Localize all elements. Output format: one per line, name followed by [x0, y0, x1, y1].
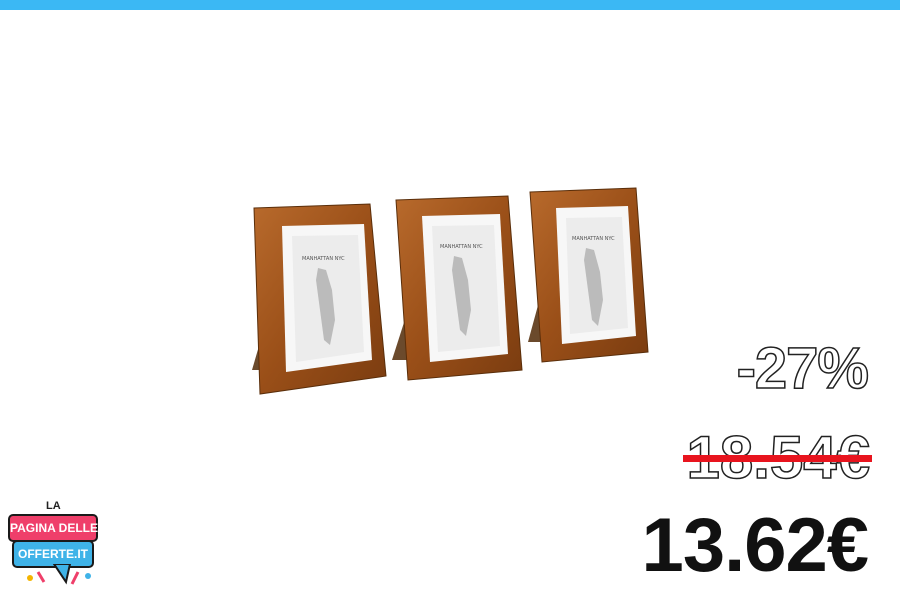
frame-3: MANHATTAN NYC — [528, 187, 649, 363]
frame-3-caption: MANHATTAN NYC — [572, 236, 615, 242]
frame-1-caption: MANHATTAN NYC — [302, 256, 345, 262]
frame-2: MANHATTAN NYC — [392, 195, 523, 381]
top-accent-bar — [0, 0, 900, 10]
strikethrough-line — [683, 455, 872, 462]
new-price: 13.62€ — [641, 503, 869, 588]
frame-1: MANHATTAN NYC — [252, 203, 387, 395]
logo-small-text: LA — [46, 500, 61, 512]
site-logo: LA PAGINA DELLE OFFERTE.IT — [8, 500, 100, 596]
product-image-frames: MANHATTAN NYC MANHATTAN NYC MANHATTAN NY… — [252, 187, 649, 395]
logo-speech-tail-icon — [27, 564, 91, 585]
frame-2-caption: MANHATTAN NYC — [440, 244, 483, 250]
discount-badge: -27% — [736, 336, 870, 401]
logo-line-1: PAGINA DELLE — [8, 514, 98, 542]
